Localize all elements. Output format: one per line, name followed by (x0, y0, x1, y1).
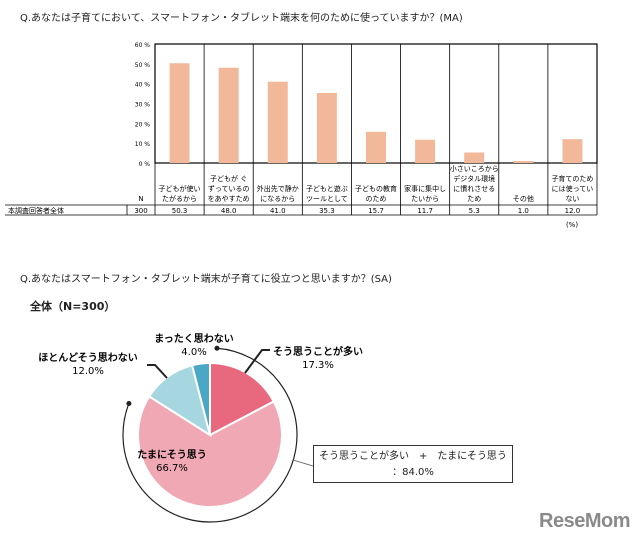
leader-line (147, 364, 168, 379)
bracket-dot (214, 345, 220, 351)
row-label: 本調査回答者全体 (8, 206, 64, 215)
y-tick-label: 40 % (135, 82, 151, 89)
bracket-arc (122, 347, 298, 523)
category-label: たいから (411, 195, 439, 203)
category-label: 家事に集中し (404, 184, 446, 193)
slice-value-label: 66.7% (156, 463, 188, 474)
combined-annotation-box: そう思うことが多い + たまにそう思う ：84.0% (313, 445, 513, 483)
category-label: 子どもが使い (159, 184, 201, 193)
bar (366, 131, 386, 163)
value-label: 11.7 (417, 207, 433, 215)
n-value: 300 (134, 207, 147, 215)
category-label: に慣れさせる (453, 184, 495, 193)
category-label: 子どもの教育 (355, 184, 397, 193)
slice-label: ほとんどそう思わない (38, 351, 137, 364)
category-label: 子どもと遊ぶ (306, 184, 348, 193)
slice-value-label: 12.0% (72, 366, 104, 377)
value-label: 41.0 (270, 207, 286, 215)
category-label: には使ってい (552, 184, 594, 193)
slice-label: まったく思わない (154, 333, 234, 345)
bracket-dot (126, 400, 132, 406)
y-tick-label: 20 % (135, 121, 151, 128)
value-label: 48.0 (221, 207, 237, 215)
category-label: ない (565, 195, 579, 203)
bar (562, 139, 583, 163)
value-label: 50.3 (172, 207, 188, 215)
category-label: 子どもが ぐ (210, 174, 247, 183)
y-tick-label: 60 % (135, 42, 151, 49)
category-label: ツールとして (306, 195, 348, 203)
pie-slice (209, 361, 276, 437)
bar (218, 67, 239, 163)
y-tick-label: 10 % (135, 141, 151, 148)
leader-line (244, 349, 270, 374)
category-label: 外出先で静か (257, 184, 299, 193)
bar (513, 161, 534, 163)
category-label: デジタル環境 (453, 174, 495, 183)
bar (267, 81, 288, 163)
bar (464, 152, 485, 163)
resemom-logo: ReseMom (539, 510, 630, 532)
value-label: 1.0 (518, 207, 529, 215)
value-label: 5.3 (469, 207, 480, 215)
bar (415, 139, 436, 163)
category-label: たがるから (162, 194, 197, 203)
category-label: をあやすため (208, 195, 250, 203)
pie-slice (190, 361, 211, 436)
category-label: 子育てのため (551, 174, 593, 183)
category-label: ずっているの (208, 184, 250, 193)
bar (169, 63, 190, 163)
slice-value-label: 17.3% (302, 360, 334, 371)
y-tick-label: 0 % (139, 161, 151, 168)
slice-value-label: 4.0% (181, 347, 206, 358)
value-label: 35.3 (319, 207, 335, 215)
annotation-line2: ：84.0% (392, 467, 434, 478)
category-label: ため (467, 195, 481, 203)
pie-title: 全体（N=300） (30, 300, 116, 313)
pie-slice (137, 395, 283, 508)
question-2-title: Q.あなたはスマートフォン・タブレット端末が子育てに役立つと思いますか？(SA) (20, 274, 392, 285)
value-label: 12.0 (565, 207, 581, 215)
unit-note: (%) (566, 221, 578, 229)
slice-label: そう思うことが多い (273, 345, 363, 358)
category-label: のため (366, 195, 387, 203)
pie-chart: そう思うことが多い 17.3% たまにそう思う 66.7% ほとんどそう思わない 12.0… (38, 333, 363, 523)
n-header: N (138, 195, 143, 203)
category-label: になるから (260, 195, 295, 203)
category-label: その他 (513, 194, 534, 203)
slice-label: たまにそう思う (137, 449, 207, 461)
y-tick-label: 30 % (135, 102, 151, 109)
category-label: 小さいころから (450, 164, 499, 173)
y-tick-label: 50 % (135, 62, 151, 69)
bar (316, 92, 337, 163)
annotation-line1: そう思うことが多い + たまにそう思う (319, 451, 507, 462)
value-label: 15.7 (368, 207, 384, 215)
annotation-leader (292, 459, 314, 467)
question-1-title: Q.あなたは子育てにおいて、スマートフォン・タブレット端末を何のために使っていま… (20, 13, 463, 24)
